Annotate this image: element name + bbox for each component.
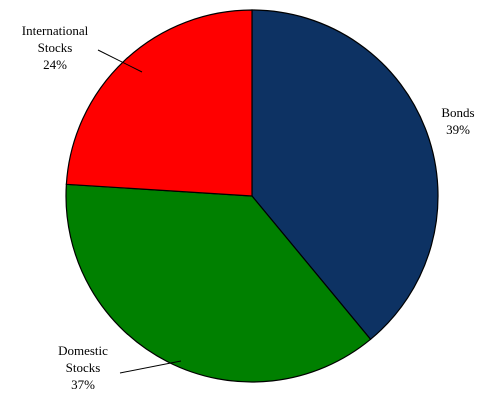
pie-slice-international-stocks — [65, 9, 253, 197]
slice-name-line: Stocks — [38, 40, 73, 55]
slice-name-line: Domestic — [58, 343, 108, 358]
leader-lines-layer — [97, 49, 182, 374]
labels-layer: Bonds 39% Domestic Stocks 37% International St… — [22, 23, 475, 392]
slice-value-label: 39% — [446, 122, 470, 137]
slice-value-label: 37% — [71, 377, 95, 392]
pie-slice-domestic-stocks — [65, 183, 372, 383]
slice-name-line: Bonds — [441, 105, 474, 120]
slice-label-domestic-stocks: Domestic Stocks 37% — [58, 343, 108, 392]
leader-line-international-stocks — [97, 49, 143, 73]
leader-line-domestic-stocks — [119, 360, 182, 374]
pie-slice-bonds — [251, 9, 439, 341]
slice-name-line: International — [22, 23, 89, 38]
slices-layer — [65, 9, 439, 383]
slice-label-bonds: Bonds 39% — [441, 105, 474, 137]
slice-name-line: Stocks — [66, 360, 101, 375]
slice-label-international-stocks: International Stocks 24% — [22, 23, 89, 72]
slice-value-label: 24% — [43, 57, 67, 72]
